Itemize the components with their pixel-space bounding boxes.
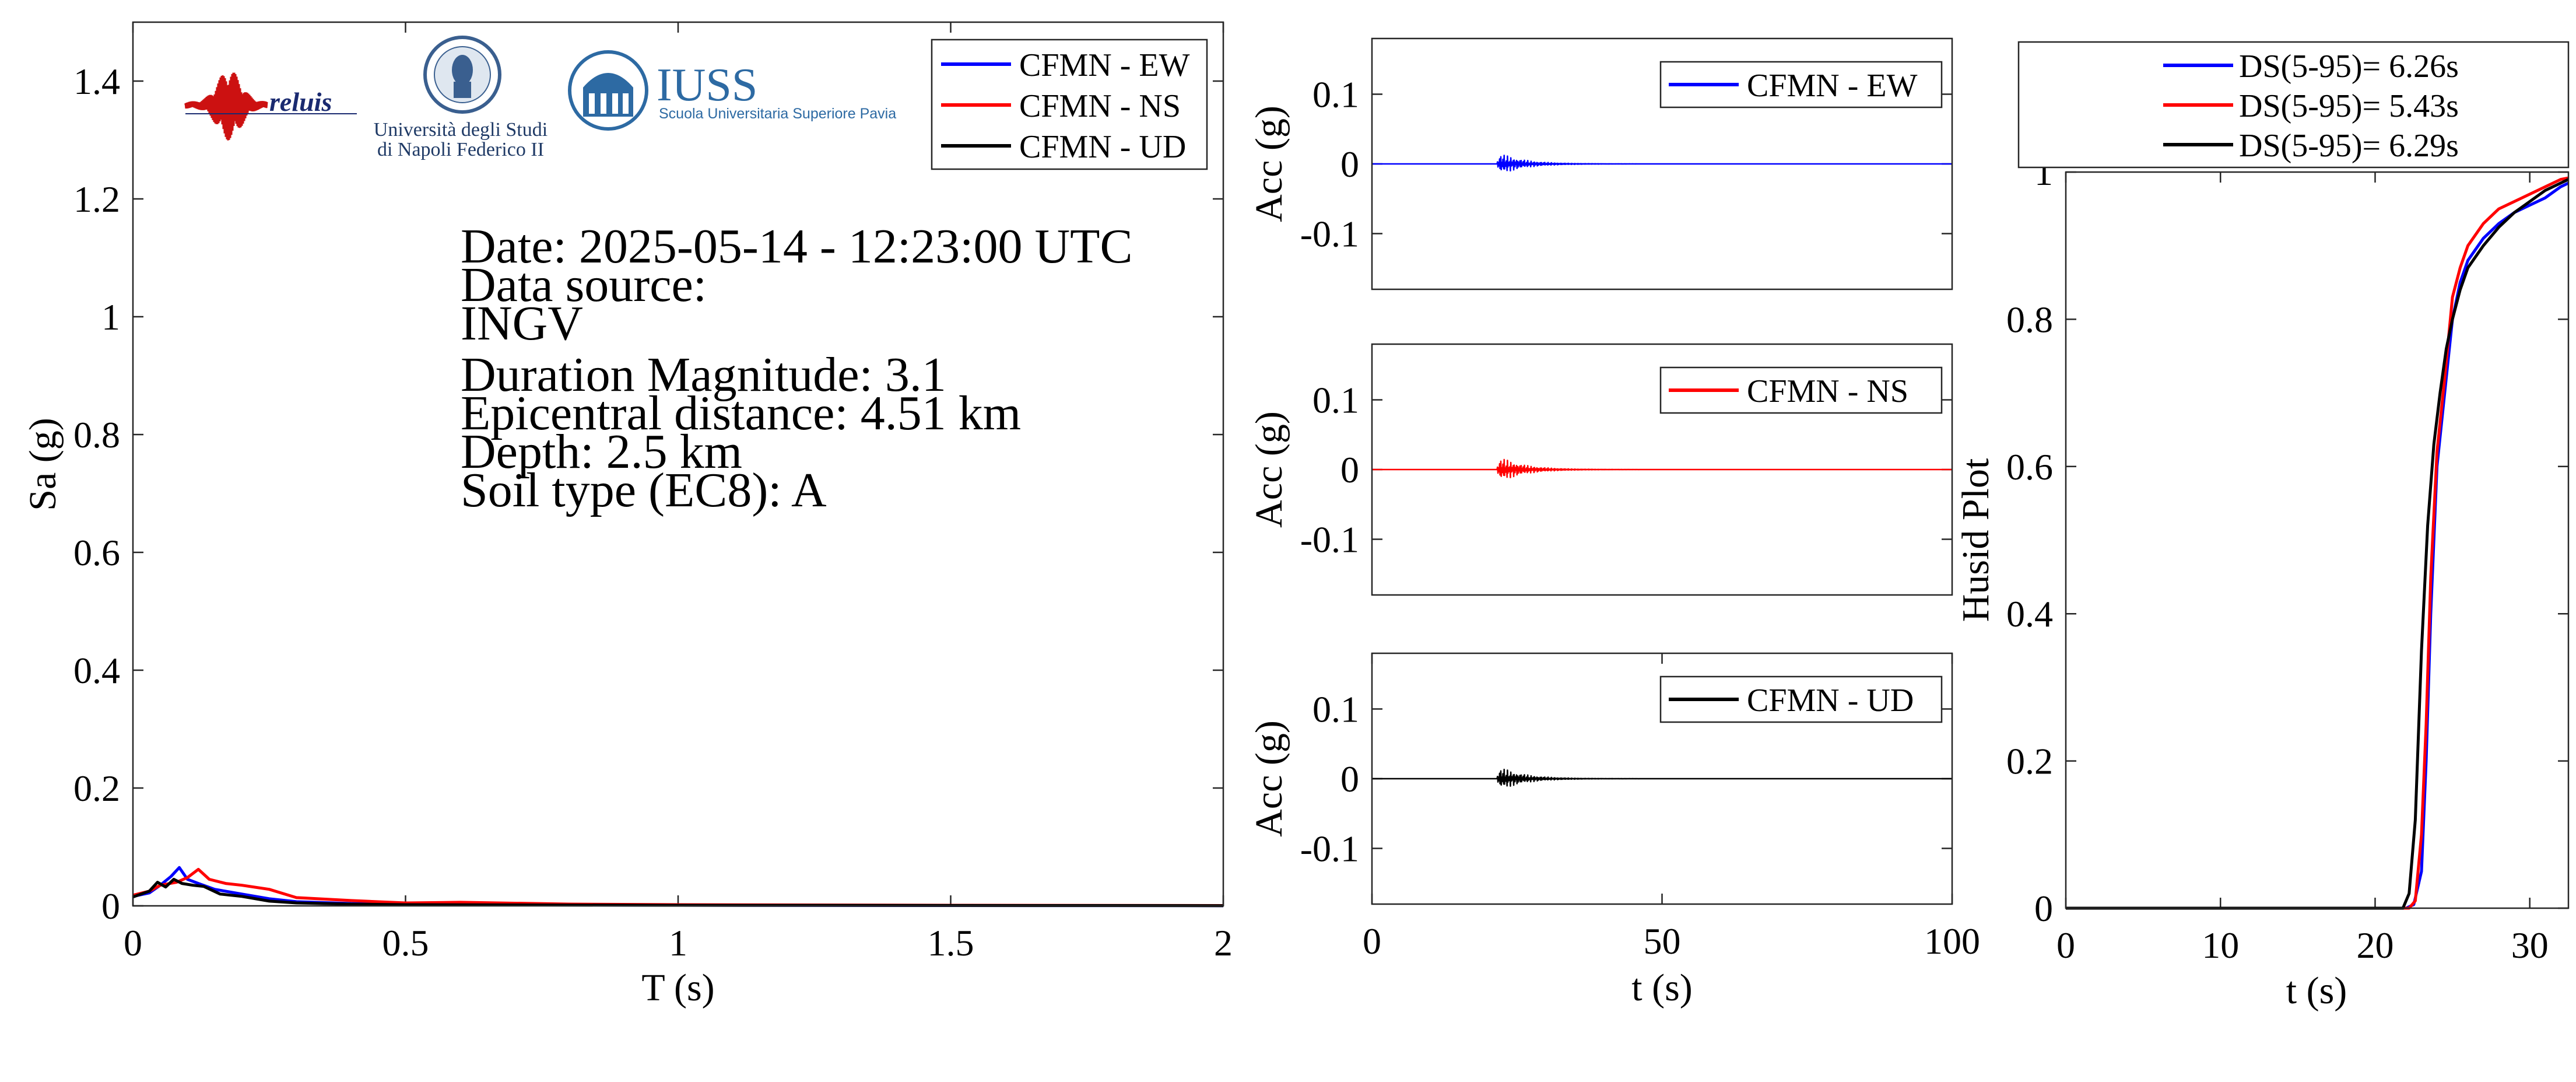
event-date: Date: 2025-05-14 - 12:23:00 UTC <box>461 219 1133 274</box>
spectrum-ytick-label: 0.6 <box>73 532 120 573</box>
epicentral-distance: Epicentral distance: 4.51 km <box>461 386 1021 440</box>
reluis-logo: reluis <box>184 72 357 141</box>
acc-legend-label-ew: CFMN - EW <box>1747 68 1918 104</box>
legend-label-ds-ud: DS(5-95)= 6.29s <box>2239 128 2459 164</box>
depth: Depth: 2.5 km <box>461 425 742 479</box>
acc-axes-frame-ud <box>1371 652 1953 905</box>
acceleration-panels: -0.1 0 0.1 Acc (g) CFMN - EW -0.1 0 0.1 Acc (g) C… <box>1248 37 1980 1009</box>
data-source-label: Data source: <box>461 258 707 312</box>
husid-ytick-label: 0.6 <box>2006 446 2053 488</box>
unina-logo-line1: Università degli Studi <box>374 119 548 141</box>
husid-xtick-label: 30 <box>2511 925 2549 966</box>
legend-label-ud: CFMN - UD <box>1019 129 1186 165</box>
acc-panel-ud: 0 50 100 -0.1 0 0.1 Acc (g) CFMN - UD t (s) <box>1248 652 1980 1009</box>
husid-ylabel: Husid Plot <box>1954 458 1997 622</box>
iuss-seal-icon <box>568 50 648 131</box>
acc-ew-ytick-label: -0.1 <box>1300 213 1359 254</box>
husid-xlabel: t (s) <box>2286 969 2347 1012</box>
husid-line-ew <box>2066 181 2570 910</box>
spectrum-ytick-label: 1.4 <box>73 61 120 102</box>
acc-ud-xtick-label: 50 <box>1644 920 1681 962</box>
spectrum-xlabel: T (s) <box>641 967 714 1009</box>
acc-ylabel-ns: Acc (g) <box>1248 411 1290 528</box>
husid-line-ud <box>2066 178 2570 910</box>
spectrum-panel: 0 0.5 1 1.5 2 0 0.2 0.4 0.6 0.8 1 1.2 1.4 T (s) Sa (… <box>22 21 1233 1009</box>
acc-ud-ytick-label: 0.1 <box>1312 689 1359 730</box>
spectrum-ylabel: Sa (g) <box>22 418 64 510</box>
spectrum-xtick-label: 2 <box>1214 922 1233 964</box>
acc-trace-ud <box>1371 768 1953 787</box>
acc-trace-ew <box>1371 155 1953 172</box>
acc-ew-ytick-label: 0.1 <box>1312 74 1359 115</box>
iuss-logo: IUSS Scuola Universitaria Superiore Pavi… <box>568 50 896 131</box>
spectrum-line-ud <box>132 878 1224 908</box>
acc-ud-ytick-label: -0.1 <box>1300 828 1359 869</box>
husid-legend: DS(5-95)= 6.26s DS(5-95)= 5.43s DS(5-95)… <box>2017 41 2570 169</box>
acc-panel-ns: -0.1 0 0.1 Acc (g) CFMN - NS <box>1248 343 1953 596</box>
acc-trace-ns <box>1371 458 1953 478</box>
husid-xtick-label: 0 <box>2056 925 2075 966</box>
husid-ytick-label: 0.2 <box>2006 741 2053 782</box>
acc-axes-frame-ns <box>1371 343 1953 596</box>
unina-logo: Università degli Studi di Napoli Federic… <box>374 36 548 160</box>
husid-ytick-label: 0.4 <box>2006 593 2053 635</box>
acc-legend-label-ud: CFMN - UD <box>1747 682 1914 719</box>
husid-ytick-label: 0 <box>2034 888 2053 929</box>
legend-label-ds-ew: DS(5-95)= 6.26s <box>2239 48 2459 85</box>
acc-ns-ytick-label: 0.1 <box>1312 380 1359 421</box>
spectrum-ytick-label: 1.2 <box>73 178 120 220</box>
husid-ytick-label: 0.8 <box>2006 299 2053 340</box>
spectrum-ytick-label: 0.2 <box>73 768 120 809</box>
acc-ud-xtick-label: 0 <box>1363 920 1381 962</box>
acc-xlabel: t (s) <box>1631 967 1692 1009</box>
acc-legend-label-ns: CFMN - NS <box>1747 373 1908 409</box>
spectrum-xtick-label: 0.5 <box>382 922 429 964</box>
acc-ns-ytick-label: 0 <box>1340 449 1359 491</box>
legend-label-ds-ns: DS(5-95)= 5.43s <box>2239 88 2459 124</box>
acc-panel-ew: -0.1 0 0.1 Acc (g) CFMN - EW <box>1248 37 1953 290</box>
spectrum-ytick-label: 0.4 <box>73 650 120 691</box>
acc-ud-ytick-label: 0 <box>1340 758 1359 800</box>
soil-type: Soil type (EC8): A <box>461 463 827 517</box>
spectrum-xtick-label: 0 <box>124 922 142 964</box>
legend-label-ew: CFMN - EW <box>1019 47 1190 83</box>
acc-ew-ytick-label: 0 <box>1340 143 1359 185</box>
husid-xtick-label: 20 <box>2356 925 2393 966</box>
event-info: Date: 2025-05-14 - 12:23:00 UTC Data sou… <box>461 219 1133 517</box>
husid-line-ns <box>2066 176 2569 910</box>
legend-label-ns: CFMN - NS <box>1019 88 1181 124</box>
unina-seal-icon <box>423 36 501 114</box>
spectrum-ytick-label: 0 <box>101 885 120 927</box>
iuss-logo-subtitle: Scuola Universitaria Superiore Pavia <box>659 106 896 122</box>
husid-axes-frame <box>2065 171 2570 909</box>
spectrum-xtick-label: 1.5 <box>928 922 974 964</box>
acc-ud-xtick-label: 100 <box>1924 920 1980 962</box>
husid-xtick-label: 10 <box>2202 925 2239 966</box>
acc-ns-ytick-label: -0.1 <box>1300 519 1359 560</box>
acc-ylabel-ud: Acc (g) <box>1248 720 1290 837</box>
spectrum-ytick-label: 0.8 <box>73 414 120 456</box>
spectrum-ytick-label: 1 <box>101 296 120 338</box>
seismogram-icon <box>184 72 268 141</box>
acc-ylabel-ew: Acc (g) <box>1248 106 1290 222</box>
spectrum-xtick-label: 1 <box>669 922 687 964</box>
spectrum-axes-frame <box>132 21 1224 907</box>
reluis-logo-text: reluis <box>269 87 332 117</box>
acc-axes-frame-ew <box>1371 37 1953 290</box>
unina-logo-line2: di Napoli Federico II <box>377 139 544 160</box>
spectrum-legend: CFMN - EW CFMN - NS CFMN - UD <box>931 38 1208 170</box>
data-source: INGV <box>461 296 583 351</box>
duration-magnitude: Duration Magnitude: 3.1 <box>461 348 946 402</box>
iuss-logo-title: IUSS <box>657 59 757 111</box>
